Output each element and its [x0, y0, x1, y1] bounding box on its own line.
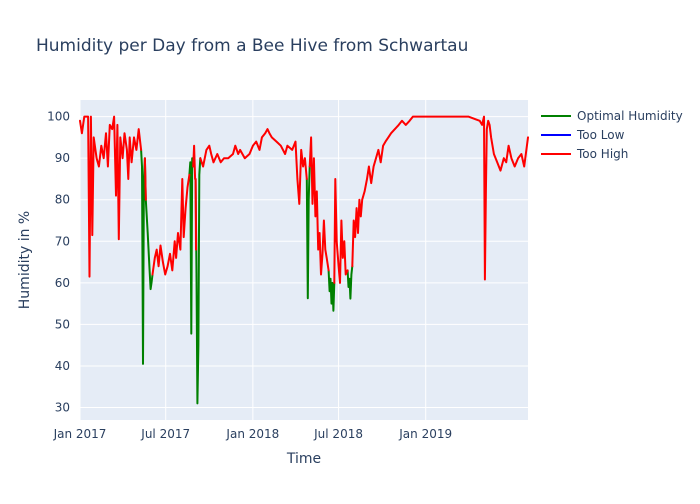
legend-label: Optimal Humidity — [577, 109, 683, 123]
gridlines — [79, 100, 528, 420]
x-tick-label: Jul 2018 — [313, 427, 363, 441]
legend-label: Too High — [576, 147, 628, 161]
y-tick-label: 90 — [55, 151, 70, 165]
series-line — [79, 115, 529, 284]
y-tick-label: 60 — [55, 276, 70, 290]
data-series — [79, 115, 529, 405]
y-axis-ticks: 30 40 50 60 70 80 90 100 — [47, 110, 70, 415]
legend[interactable]: Optimal Humidity Too Low Too High — [541, 109, 683, 161]
x-tick-label: Jan 2019 — [398, 427, 452, 441]
series-too-high — [79, 115, 529, 284]
x-axis-ticks: Jan 2017 Jul 2017 Jan 2018 Jul 2018 Jan 2019 — [53, 427, 453, 441]
y-tick-label: 80 — [55, 193, 70, 207]
y-tick-label: 40 — [55, 359, 70, 373]
legend-item[interactable]: Too High — [541, 147, 628, 161]
x-tick-label: Jul 2017 — [140, 427, 190, 441]
legend-item[interactable]: Optimal Humidity — [541, 109, 683, 123]
y-tick-label: 100 — [47, 110, 70, 124]
plot-area — [80, 100, 528, 420]
legend-item[interactable]: Too Low — [541, 128, 625, 142]
y-axis-title: Humidity in % — [17, 211, 33, 309]
legend-label: Too Low — [576, 128, 625, 142]
y-tick-label: 30 — [55, 401, 70, 415]
x-axis-title: Time — [286, 451, 321, 467]
y-tick-label: 50 — [55, 317, 70, 331]
x-tick-label: Jan 2018 — [225, 427, 279, 441]
y-tick-label: 70 — [55, 234, 70, 248]
x-tick-label: Jan 2017 — [53, 427, 107, 441]
chart-title: Humidity per Day from a Bee Hive from Sc… — [36, 36, 468, 56]
